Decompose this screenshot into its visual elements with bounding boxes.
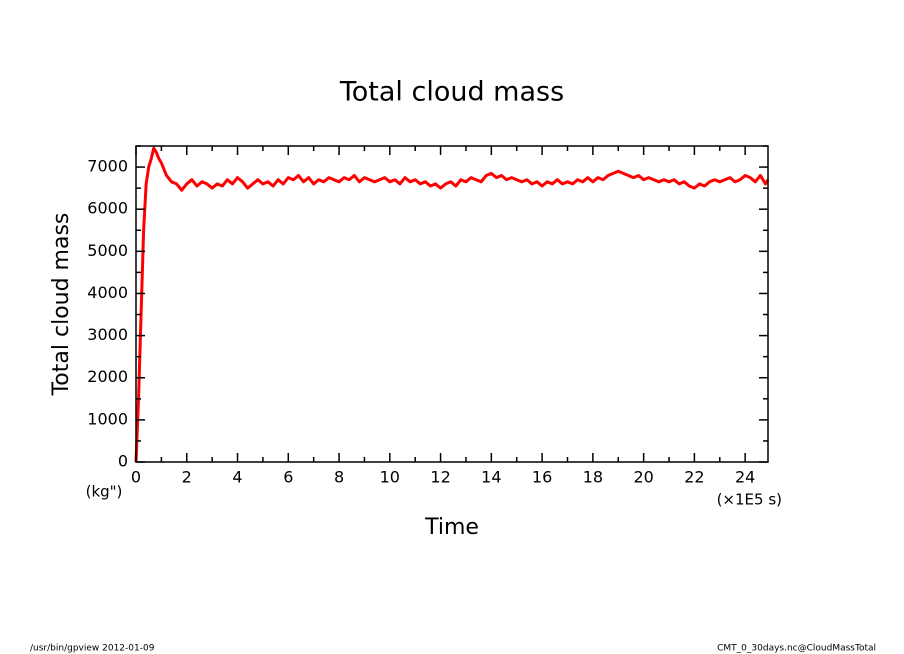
y-tick-label: 1000 [87,409,128,428]
x-tick-label: 10 [380,468,400,487]
y-unit: (kg") [86,483,123,501]
data-line [134,146,770,463]
y-tick-label: 6000 [87,199,128,218]
y-tick-label: 5000 [87,241,128,260]
y-tick-label: 0 [118,452,128,471]
x-tick-label: 12 [430,468,450,487]
x-tick-label: 18 [583,468,603,487]
x-tick-label: 6 [283,468,293,487]
plot-frame [135,145,769,463]
x-tick-label: 0 [131,468,141,487]
y-tick-label: 4000 [87,283,128,302]
y-axis-label: Total cloud mass [49,213,74,397]
x-tick-label: 20 [633,468,653,487]
x-tick-label: 8 [334,468,344,487]
y-tick-label: 7000 [87,157,128,176]
x-tick-label: 16 [532,468,552,487]
chart-title: Total cloud mass [339,77,564,108]
x-tick-label: 22 [684,468,704,487]
y-tick-label: 2000 [87,367,128,386]
x-tick-label: 2 [182,468,192,487]
x-tick-label: 4 [232,468,242,487]
y-tick-label: 3000 [87,325,128,344]
footer-left: /usr/bin/gpview 2012-01-09 [30,644,155,654]
x-unit: (×1E5 s) [717,491,782,509]
footer-right: CMT_0_30days.nc@CloudMassTotal [717,644,876,654]
x-axis-label: Time [424,515,479,540]
x-tick-label: 24 [735,468,755,487]
x-tick-label: 14 [481,468,501,487]
